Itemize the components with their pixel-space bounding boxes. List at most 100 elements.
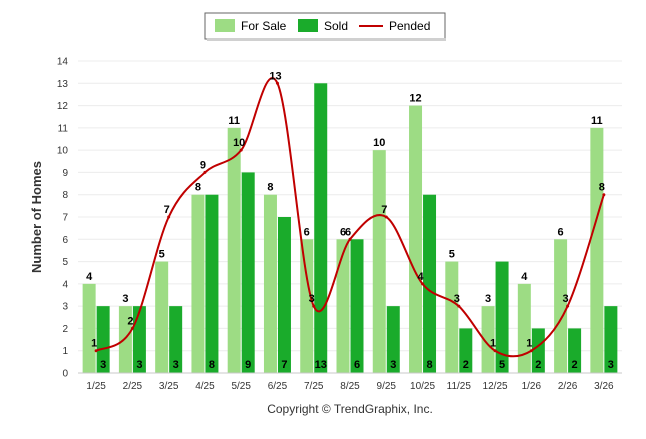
y-tick-label: 0 [62, 369, 68, 380]
bar-for-sale [554, 239, 568, 373]
data-label-for-sale: 10 [373, 137, 385, 149]
bar-for-sale [300, 239, 314, 373]
data-label-sold: 3 [173, 359, 179, 371]
y-tick-label: 11 [58, 123, 69, 134]
data-label-for-sale: 4 [521, 271, 528, 283]
bar-for-sale [409, 105, 423, 374]
x-tick-label: 3/25 [159, 381, 179, 392]
point-pended [421, 282, 425, 286]
data-label-for-sale: 11 [228, 115, 240, 127]
y-axis-title: Number of Homes [29, 161, 44, 273]
data-label-sold: 8 [426, 359, 432, 371]
data-label-sold: 3 [100, 359, 106, 371]
copyright-text: Copyright © TrendGraphix, Inc. [267, 402, 433, 416]
y-tick-label: 6 [62, 235, 68, 246]
data-label-sold: 2 [463, 359, 469, 371]
data-label-pended: 3 [563, 293, 569, 305]
bar-sold [604, 306, 618, 373]
data-label-for-sale: 3 [122, 293, 128, 305]
legend-label-pended: Pended [389, 19, 430, 33]
data-label-sold: 6 [354, 359, 360, 371]
bar-for-sale [227, 127, 241, 373]
legend-frame [204, 12, 446, 40]
data-label-sold: 3 [608, 359, 614, 371]
data-label-pended: 8 [599, 182, 605, 194]
bar-sold [205, 194, 219, 373]
bar-for-sale [517, 283, 531, 373]
legend-label-for-sale: For Sale [241, 19, 287, 33]
point-pended [203, 170, 207, 174]
bar-sold [495, 261, 509, 373]
bar-for-sale [481, 306, 495, 373]
point-pended [602, 193, 606, 197]
bar-for-sale [336, 239, 350, 373]
legend-swatch-sold [298, 19, 318, 32]
bar-sold [531, 328, 545, 373]
data-label-sold: 8 [209, 359, 215, 371]
x-tick-label: 12/25 [483, 381, 508, 392]
pended-line [94, 77, 606, 358]
bar-sold [169, 306, 183, 373]
x-tick-label: 1/26 [522, 381, 542, 392]
point-pended [167, 215, 171, 219]
legend-label-sold: Sold [324, 19, 348, 33]
point-pended [312, 304, 316, 308]
data-label-for-sale: 3 [485, 293, 491, 305]
point-pended [566, 304, 570, 308]
y-tick-label: 2 [62, 324, 68, 335]
bar-sold [459, 328, 473, 373]
data-label-pended: 3 [454, 293, 460, 305]
y-tick-label: 1 [62, 346, 68, 357]
data-label-pended: 9 [200, 159, 206, 171]
bars [82, 83, 618, 374]
point-pended [384, 215, 388, 219]
x-tick-label: 10/25 [410, 381, 435, 392]
y-tick-label: 3 [62, 302, 68, 313]
data-label-for-sale: 4 [86, 271, 93, 283]
data-label-pended: 1 [91, 338, 97, 350]
bar-sold [241, 172, 255, 373]
legend-swatch-for-sale [215, 19, 235, 32]
x-tick-label: 7/25 [304, 381, 324, 392]
data-label-pended: 4 [417, 271, 424, 283]
bar-sold [423, 194, 437, 373]
bar-for-sale [155, 261, 169, 373]
data-label-for-sale: 11 [591, 115, 603, 127]
data-label-for-sale: 6 [340, 226, 346, 238]
legend-shadow [207, 38, 446, 41]
bar-for-sale [82, 283, 96, 373]
x-axis-ticks: 1/25 2/25 3/25 4/25 5/25 6/25 7/25 8/25 9/25 10/2… [86, 381, 614, 392]
x-tick-label: 9/25 [377, 381, 397, 392]
x-tick-label: 2/26 [558, 381, 578, 392]
data-label-for-sale: 6 [304, 226, 310, 238]
data-label-sold: 3 [136, 359, 142, 371]
bar-sold [96, 306, 110, 373]
data-label-for-sale: 12 [409, 93, 421, 105]
data-label-pended: 13 [269, 70, 281, 82]
y-tick-label: 9 [62, 168, 68, 179]
point-pended [239, 148, 243, 152]
legend: For Sale Sold Pended [204, 12, 446, 41]
data-label-sold: 5 [499, 359, 505, 371]
bar-sold [386, 306, 400, 373]
y-tick-label: 7 [62, 213, 68, 224]
data-label-for-sale: 8 [267, 182, 273, 194]
x-tick-label: 5/25 [231, 381, 251, 392]
point-pended [493, 349, 497, 353]
data-label-for-sale: 5 [159, 249, 165, 261]
bar-for-sale [263, 194, 277, 373]
point-pended [457, 304, 461, 308]
data-label-sold: 2 [572, 359, 578, 371]
bar-sold [568, 328, 582, 373]
bar-for-sale [445, 261, 459, 373]
x-tick-label: 2/25 [123, 381, 143, 392]
x-tick-label: 1/25 [86, 381, 106, 392]
data-label-for-sale: 5 [449, 249, 455, 261]
x-tick-label: 8/25 [340, 381, 360, 392]
point-pended [348, 237, 352, 241]
data-label-pended: 7 [381, 204, 387, 216]
